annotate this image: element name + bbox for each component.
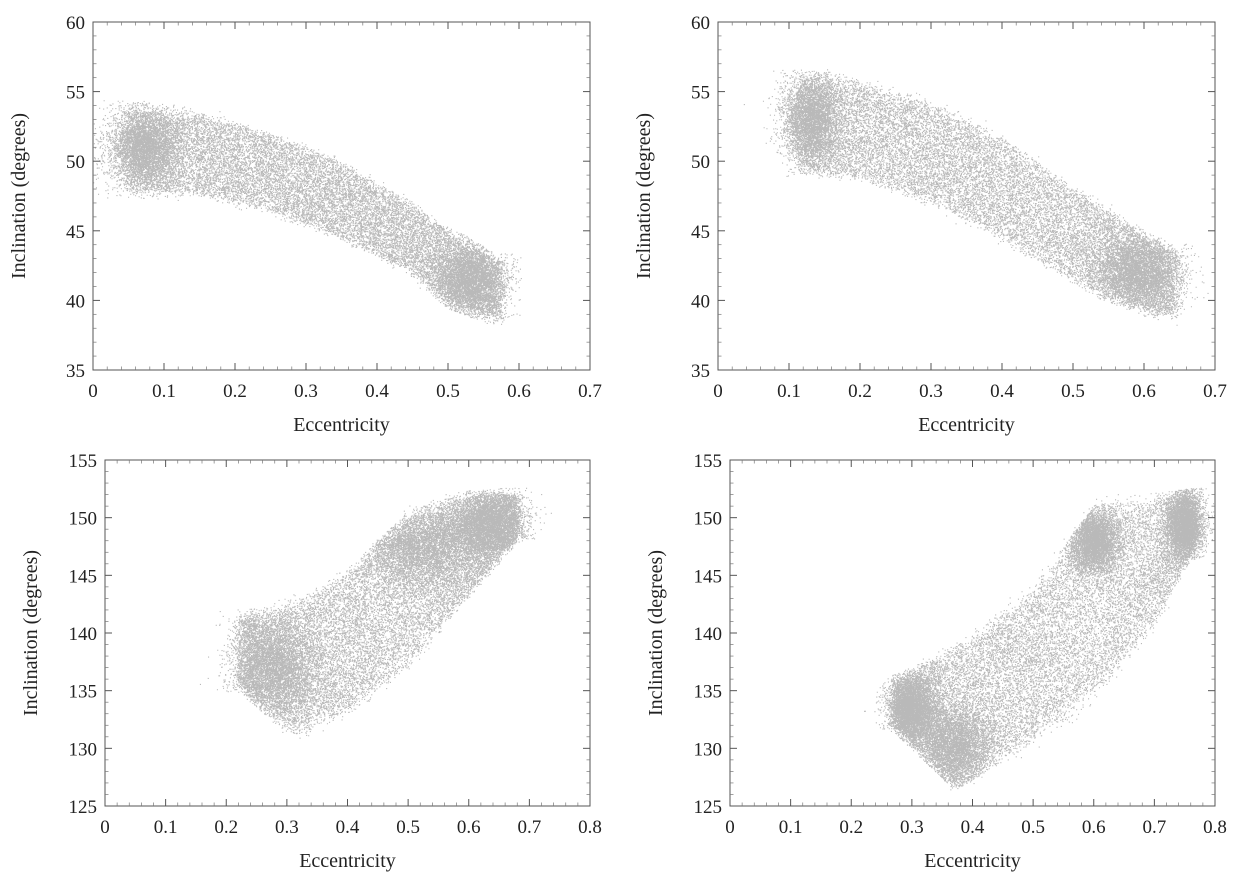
y-tick-label: 135	[69, 682, 98, 703]
x-tick-label: 0.3	[919, 381, 943, 402]
y-tick-label: 60	[691, 13, 710, 34]
x-tick-label: 0.6	[1082, 817, 1106, 838]
y-axis-label: Inclination (degrees)	[8, 113, 30, 279]
x-tick-label: 0	[725, 817, 735, 838]
y-tick-label: 145	[694, 566, 723, 587]
x-tick-label: 0.4	[990, 381, 1014, 402]
scatter-panel-bottom-left: 0 0.1 0.2 0.3 0.4 0.5 0.6 0.7 0.8 125 130 135 140 14…	[20, 451, 602, 872]
y-tick-label: 155	[69, 451, 98, 472]
x-tick-label: 0.4	[961, 817, 985, 838]
axis-ticks	[104, 459, 591, 807]
x-tick-label: 0	[100, 817, 110, 838]
x-tick-label: 0.3	[275, 817, 299, 838]
x-axis-label: Eccentricity	[299, 850, 396, 872]
y-tick-label: 125	[69, 797, 98, 818]
scatter-points	[93, 100, 522, 325]
x-tick-label: 0.6	[457, 817, 481, 838]
y-tick-label: 45	[66, 222, 85, 243]
x-tick-label: 0.6	[1132, 381, 1156, 402]
x-tick-label: 0.2	[214, 817, 238, 838]
x-tick-label: 0.5	[1061, 381, 1085, 402]
x-tick-label: 0.7	[1203, 381, 1227, 402]
y-tick-label: 55	[66, 83, 85, 104]
x-tick-label: 0.2	[848, 381, 872, 402]
x-axis-label: Eccentricity	[293, 414, 390, 436]
x-tick-label: 0.8	[578, 817, 602, 838]
y-tick-label: 140	[694, 624, 723, 645]
y-tick-label: 150	[694, 509, 723, 530]
x-axis-label: Eccentricity	[918, 414, 1015, 436]
point-cloud	[864, 487, 1216, 791]
x-tick-label: 0.1	[779, 817, 803, 838]
y-tick-label: 155	[694, 451, 723, 472]
plot-frame	[92, 21, 591, 371]
axis-ticks	[717, 21, 1216, 371]
y-tick-labels: 35 40 45 50 55 60	[66, 13, 85, 382]
x-tick-label: 0.8	[1203, 817, 1227, 838]
x-tick-label: 0	[713, 381, 723, 402]
y-tick-label: 140	[69, 624, 98, 645]
y-axis-label: Inclination (degrees)	[20, 550, 42, 716]
axis-ticks	[92, 21, 591, 371]
point-cloud	[743, 69, 1209, 326]
y-tick-label: 55	[691, 83, 710, 104]
x-tick-label: 0.2	[223, 381, 247, 402]
x-tick-label: 0.7	[578, 381, 602, 402]
y-tick-label: 130	[69, 739, 98, 760]
y-tick-label: 40	[691, 291, 710, 312]
y-tick-label: 135	[694, 682, 723, 703]
y-tick-label: 145	[69, 566, 98, 587]
scatter-points	[864, 487, 1216, 791]
point-cloud	[199, 487, 552, 739]
x-tick-labels: 0 0.1 0.2 0.3 0.4 0.5 0.6 0.7	[713, 381, 1227, 402]
y-tick-label: 130	[694, 739, 723, 760]
x-axis-label: Eccentricity	[924, 850, 1021, 872]
y-tick-label: 50	[66, 152, 85, 173]
y-tick-label: 60	[66, 13, 85, 34]
y-tick-label: 50	[691, 152, 710, 173]
x-tick-label: 0.7	[518, 817, 542, 838]
scatter-panel-top-right: 0 0.1 0.2 0.3 0.4 0.5 0.6 0.7 35 40 45 50 55 60 Ecce…	[633, 13, 1227, 436]
y-tick-label: 35	[691, 361, 710, 382]
y-tick-label: 40	[66, 291, 85, 312]
x-tick-label: 0.7	[1143, 817, 1167, 838]
x-tick-label: 0	[88, 381, 98, 402]
y-tick-label: 35	[66, 361, 85, 382]
scatter-points	[199, 487, 552, 739]
x-tick-label: 0.5	[1021, 817, 1045, 838]
y-axis-label: Inclination (degrees)	[633, 113, 655, 279]
x-tick-label: 0.1	[777, 381, 801, 402]
x-tick-label: 0.3	[900, 817, 924, 838]
y-tick-label: 125	[694, 797, 723, 818]
x-tick-label: 0.2	[839, 817, 863, 838]
scatter-panel-bottom-right: 0 0.1 0.2 0.3 0.4 0.5 0.6 0.7 0.8 125 130 135 140 14…	[645, 451, 1227, 872]
x-tick-labels: 0 0.1 0.2 0.3 0.4 0.5 0.6 0.7	[88, 381, 602, 402]
axis-ticks	[729, 459, 1216, 807]
x-tick-label: 0.6	[507, 381, 531, 402]
x-tick-label: 0.5	[396, 817, 420, 838]
y-tick-label: 45	[691, 222, 710, 243]
y-tick-labels: 125 130 135 140 145 150 155	[694, 451, 723, 818]
y-tick-labels: 125 130 135 140 145 150 155	[69, 451, 98, 818]
x-tick-label: 0.3	[294, 381, 318, 402]
x-tick-label: 0.4	[336, 817, 360, 838]
x-tick-labels: 0 0.1 0.2 0.3 0.4 0.5 0.6 0.7 0.8	[100, 817, 602, 838]
x-tick-labels: 0 0.1 0.2 0.3 0.4 0.5 0.6 0.7 0.8	[725, 817, 1227, 838]
x-tick-label: 0.4	[365, 381, 389, 402]
scatter-points	[743, 69, 1209, 326]
scatter-panel-top-left: 0 0.1 0.2 0.3 0.4 0.5 0.6 0.7 35 40 45 50 55 60 Ecce…	[8, 13, 602, 436]
plot-frame	[717, 21, 1216, 371]
y-tick-label: 150	[69, 509, 98, 530]
point-cloud	[93, 100, 522, 325]
x-tick-label: 0.5	[436, 381, 460, 402]
x-tick-label: 0.1	[152, 381, 176, 402]
y-tick-labels: 35 40 45 50 55 60	[691, 13, 710, 382]
x-tick-label: 0.1	[154, 817, 178, 838]
y-axis-label: Inclination (degrees)	[645, 550, 667, 716]
